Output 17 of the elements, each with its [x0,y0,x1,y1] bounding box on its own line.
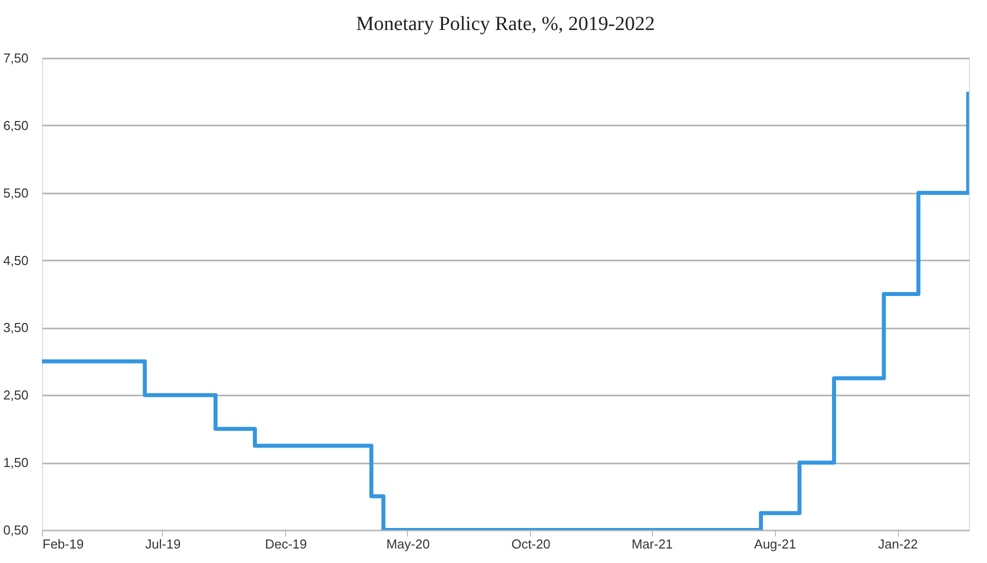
x-tick-label: Dec-19 [264,536,307,552]
y-tick-label: 6,50 [3,118,28,133]
x-tick-label: Feb-19 [42,536,84,552]
y-tick-label: 4,50 [3,252,28,268]
y-tick-label: 7,50 [3,50,28,66]
y-tick-label: 2,50 [3,388,28,403]
y-tick-label: 3,50 [3,320,28,336]
x-tick-label: Jul-19 [145,536,181,552]
x-tick-label: May-20 [386,536,430,552]
x-tick-label: Oct-20 [511,536,550,552]
x-tick-label: Jan-22 [878,536,918,552]
y-tick-label: 1,50 [3,455,28,470]
x-tick-label: Mar-21 [632,536,673,552]
chart-title: Monetary Policy Rate, %, 2019-2022 [356,13,655,35]
y-tick-label: 5,50 [3,185,28,200]
y-tick-label: 0,50 [3,522,28,538]
x-tick-label: Aug-21 [754,536,796,552]
